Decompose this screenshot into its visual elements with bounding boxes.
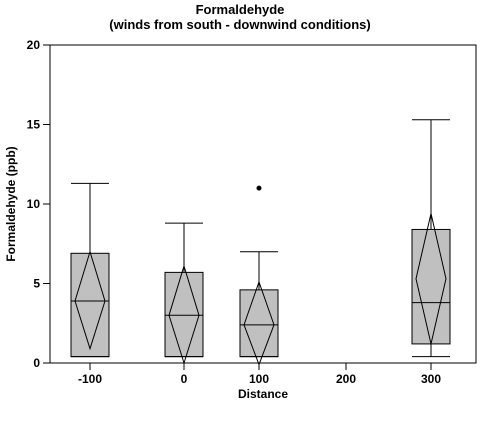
box-iqr (70, 252, 110, 358)
x-axis-ticks: -100 0 100 200 300 (78, 363, 441, 386)
y-axis-label: Formaldehyde (ppb) (4, 146, 18, 261)
y-tick-label: 10 (27, 197, 41, 211)
chart-subtitle: (winds from south - downwind conditions) (109, 17, 370, 32)
box-0 (164, 222, 204, 365)
x-tick-label: 200 (336, 372, 356, 386)
y-tick-label: 0 (33, 356, 40, 370)
y-tick-label: 5 (33, 277, 40, 291)
x-axis-label: Distance (238, 387, 288, 401)
box-iqr (239, 289, 279, 358)
box-300 (411, 119, 451, 358)
box-iqr (164, 271, 204, 358)
chart-title: Formaldehyde (196, 2, 285, 17)
y-tick-label: 15 (27, 118, 41, 132)
x-tick-label: 0 (181, 372, 188, 386)
x-tick-label: 100 (249, 372, 269, 386)
box-series (70, 119, 451, 367)
x-tick-label: 300 (421, 372, 441, 386)
mean-diamond (243, 280, 275, 367)
outlier-point (256, 185, 262, 191)
mean-diamond (415, 213, 447, 345)
box-100 (239, 185, 279, 367)
mean-diamond (74, 249, 106, 351)
y-tick-label: 20 (27, 38, 41, 52)
box--100 (70, 182, 110, 358)
y-axis-ticks: 0 5 10 15 20 (27, 38, 50, 370)
mean-diamond (168, 264, 200, 365)
x-tick-label: -100 (78, 372, 102, 386)
